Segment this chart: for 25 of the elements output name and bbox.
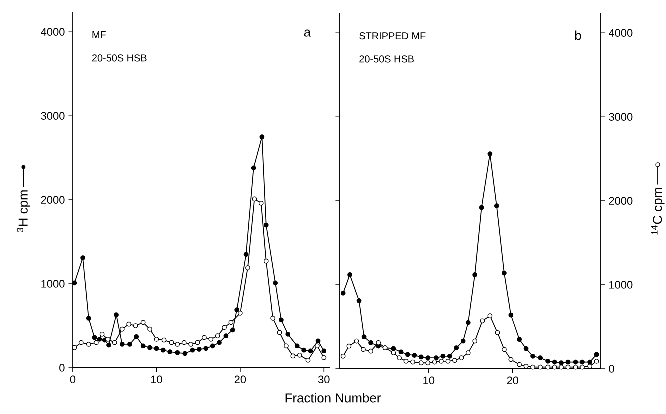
x-tick-label: 20 — [507, 376, 519, 385]
y2-tick-label: 0 — [609, 365, 614, 373]
x-tick-label: 20 — [234, 376, 246, 384]
x-tick-label: 30 — [318, 376, 330, 384]
y-tick-label: 0 — [60, 364, 65, 372]
y-tick-label: 3000 — [41, 112, 65, 120]
annotation: MF — [92, 32, 106, 38]
annotation: b — [575, 30, 582, 40]
annotation: 20-50S HSB — [360, 56, 414, 63]
annotation: a — [304, 30, 312, 37]
x-tick-label: 0 — [70, 376, 76, 384]
x-tick-label: 10 — [424, 376, 435, 385]
y2-tick-label: 4000 — [608, 29, 633, 38]
y2-tick-label: 1000 — [610, 281, 633, 289]
y2-tick-label: 3000 — [609, 113, 633, 121]
y-tick-label: 2000 — [41, 196, 65, 204]
x-axis-title: Fraction Number — [286, 393, 381, 403]
y2-tick-label: 2000 — [609, 197, 633, 205]
y-tick-label: 4000 — [41, 28, 65, 36]
y-tick-label: 1000 — [42, 280, 65, 288]
y2-axis-title: $^{14}$C cpm — [652, 188, 665, 235]
annotation: STRIPPED MF — [360, 32, 426, 40]
y-axis-title: $^{3}$H cpm — [17, 190, 30, 232]
annotation: 20-50S HSB — [92, 54, 147, 62]
x-tick-label: 10 — [151, 376, 162, 384]
